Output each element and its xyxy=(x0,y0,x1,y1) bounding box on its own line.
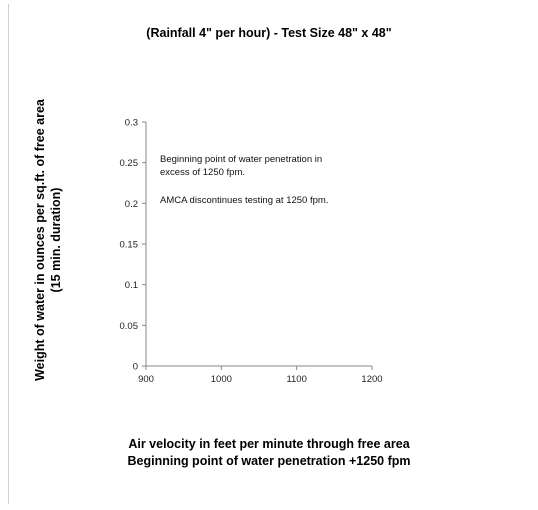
y-tick-label: 0.25 xyxy=(120,158,139,169)
y-tick-label: 0.1 xyxy=(125,280,138,291)
x-axis-label: Air velocity in feet per minute through … xyxy=(0,436,538,470)
y-tick-label: 0.3 xyxy=(125,118,138,129)
x-tick-label: 1100 xyxy=(286,374,306,385)
x-axis-label-line-2: Beginning point of water penetration +12… xyxy=(127,454,411,468)
chart-title: (Rainfall 4" per hour) - Test Size 48" x… xyxy=(146,26,392,40)
x-tick-label: 1200 xyxy=(361,374,382,385)
x-axis-label-line-1: Air velocity in feet per minute through … xyxy=(128,437,410,451)
y-ticks: 0 0.05 0.1 0.15 0.2 0.25 0.3 xyxy=(120,118,146,373)
y-tick-label: 0.15 xyxy=(120,240,139,251)
annotation-text: AMCA discontinues testing at 1250 fpm. xyxy=(160,195,328,206)
y-tick-label: 0 xyxy=(133,362,138,373)
chart-frame xyxy=(8,4,530,504)
x-tick-label: 900 xyxy=(138,374,154,385)
y-tick-label: 0.2 xyxy=(125,199,138,210)
y-tick-label: 0.05 xyxy=(120,321,139,332)
x-tick-label: 1000 xyxy=(211,374,232,385)
annotation-text: excess of 1250 fpm. xyxy=(160,167,245,178)
x-ticks: 900 1000 1100 1200 xyxy=(138,366,383,385)
annotation-text: Beginning point of water penetration in xyxy=(160,154,322,165)
annotations: Beginning point of water penetration in e… xyxy=(160,154,328,206)
